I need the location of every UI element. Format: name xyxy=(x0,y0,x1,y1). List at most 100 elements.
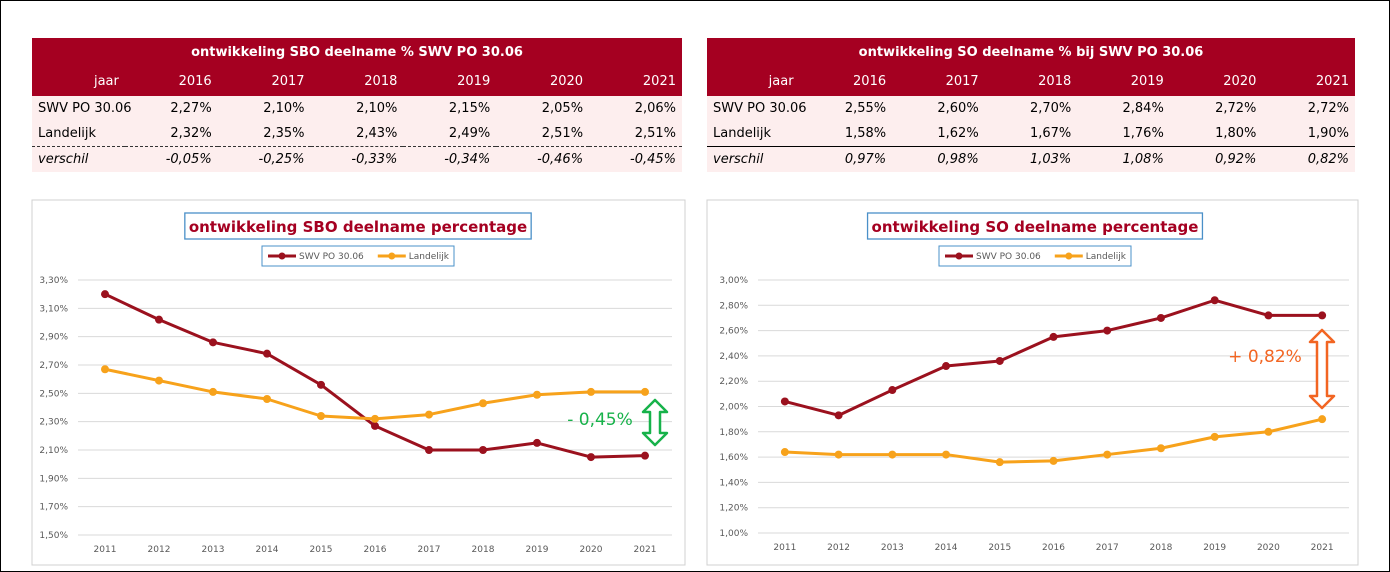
table-cell: 1,90% xyxy=(1262,121,1355,147)
table-cell: 2,05% xyxy=(496,96,590,121)
x-tick-label: 2021 xyxy=(634,545,657,555)
table-cell: -0,46% xyxy=(496,146,590,172)
table-cell: 1,62% xyxy=(892,121,985,147)
table-cell: 1,67% xyxy=(984,121,1078,147)
header-cell: 2016 xyxy=(124,66,218,96)
header-cell: jaar xyxy=(707,66,800,96)
data-point xyxy=(479,399,487,408)
data-point xyxy=(780,448,789,457)
data-point xyxy=(888,386,897,395)
header-cell: 2020 xyxy=(496,66,590,96)
x-tick-label: 2017 xyxy=(418,545,441,555)
y-tick-label: 3,00% xyxy=(719,276,748,286)
title-row: ontwikkeling SO deelname % bij SWV PO 30… xyxy=(707,38,1355,66)
legend-marker xyxy=(1065,252,1073,260)
table-cell: Landelijk xyxy=(707,121,800,147)
x-tick-label: 2012 xyxy=(827,543,850,553)
header-cell: 2019 xyxy=(403,66,497,96)
chart-title: ontwikkeling SO deelname percentage xyxy=(872,218,1199,236)
x-tick-label: 2020 xyxy=(1257,543,1280,553)
table-cell: 2,35% xyxy=(217,121,311,147)
x-tick-label: 2016 xyxy=(364,545,387,555)
table-cell: 2,49% xyxy=(403,121,497,147)
data-point xyxy=(371,421,379,430)
x-tick-label: 2017 xyxy=(1096,543,1119,553)
header-cell: 2016 xyxy=(799,66,893,96)
x-tick-label: 2015 xyxy=(310,545,333,555)
legend-label: SWV PO 30.06 xyxy=(299,252,364,262)
data-point xyxy=(834,411,843,420)
x-tick-label: 2021 xyxy=(1311,543,1334,553)
legend-box xyxy=(938,245,1132,267)
header-cell: 2018 xyxy=(310,66,404,96)
data-point xyxy=(209,387,217,396)
data-table: ontwikkeling SO deelname % bij SWV PO 30… xyxy=(707,38,1355,172)
header-cell: 2019 xyxy=(1077,66,1170,96)
data-point xyxy=(641,451,649,460)
annotation: + 0,82% xyxy=(1228,347,1302,367)
x-tick-label: 2020 xyxy=(580,545,603,555)
data-point xyxy=(1103,450,1112,459)
data-point xyxy=(888,450,897,459)
y-tick-label: 1,90% xyxy=(39,474,68,484)
data-point xyxy=(995,458,1004,467)
x-tick-label: 2014 xyxy=(256,545,279,555)
legend-label: Landelijk xyxy=(1086,252,1127,262)
title-row: ontwikkeling SBO deelname % SWV PO 30.06 xyxy=(32,38,682,66)
table-cell: 2,32% xyxy=(124,121,218,147)
table-cell: 0,82% xyxy=(1262,146,1355,172)
header-row: jaar 2016 2017 2018 2019 2020 2021 xyxy=(32,66,682,96)
annotation: - 0,45% xyxy=(567,410,633,430)
x-tick-label: 2015 xyxy=(988,543,1011,553)
table-cell: -0,05% xyxy=(124,146,218,172)
data-point xyxy=(641,387,649,396)
y-tick-label: 2,50% xyxy=(39,389,68,399)
data-point xyxy=(1210,432,1219,441)
table-cell: 2,70% xyxy=(984,96,1078,121)
y-tick-label: 2,30% xyxy=(39,418,68,428)
table-cell: 2,27% xyxy=(124,96,218,121)
data-point xyxy=(1264,311,1273,320)
header-cell: 2017 xyxy=(892,66,985,96)
header-cell: jaar xyxy=(32,66,125,96)
table-cell: SWV PO 30.06 xyxy=(707,96,807,121)
data-point xyxy=(101,290,109,299)
table-cell: 0,92% xyxy=(1169,146,1263,172)
table-row: SWV PO 30.06 2,55% 2,60% 2,70% 2,84% 2,72% 2,7… xyxy=(707,96,1355,121)
data-point xyxy=(780,397,789,406)
legend-marker xyxy=(278,252,286,260)
table-row: verschil -0,05% -0,25% -0,33% -0,34% -0,46% -0… xyxy=(32,146,682,172)
y-tick-label: 3,10% xyxy=(39,304,68,314)
data-point xyxy=(479,446,487,454)
table-cell: 1,80% xyxy=(1169,121,1263,147)
table-cell: verschil xyxy=(707,146,800,172)
legend-box xyxy=(261,245,455,267)
table-cell: 1,08% xyxy=(1077,146,1170,172)
data-point xyxy=(942,450,951,459)
table-cell: Landelijk xyxy=(32,121,125,147)
table-cell: 1,03% xyxy=(984,146,1078,172)
data-point xyxy=(995,356,1004,365)
data-point xyxy=(425,410,433,419)
table-cell: -0,33% xyxy=(310,146,404,172)
y-tick-label: 1,00% xyxy=(719,529,748,539)
table-title: ontwikkeling SO deelname % bij SWV PO 30… xyxy=(707,38,1355,66)
title-box xyxy=(184,212,532,240)
y-tick-label: 1,50% xyxy=(39,531,68,541)
x-tick-label: 2019 xyxy=(526,545,549,555)
legend-marker xyxy=(955,252,963,260)
data-point xyxy=(209,338,217,347)
table-cell: 2,72% xyxy=(1169,96,1263,121)
header-cell: 2018 xyxy=(984,66,1078,96)
table-cell: -0,45% xyxy=(589,146,682,172)
title-box xyxy=(866,212,1204,240)
data-point xyxy=(317,412,325,420)
data-point xyxy=(533,438,541,447)
y-tick-label: 2,10% xyxy=(39,446,68,456)
table-cell: 2,06% xyxy=(589,96,682,121)
data-point xyxy=(587,387,595,396)
x-tick-label: 2012 xyxy=(148,545,171,555)
data-point xyxy=(371,414,379,423)
table-cell: 2,10% xyxy=(217,96,311,121)
